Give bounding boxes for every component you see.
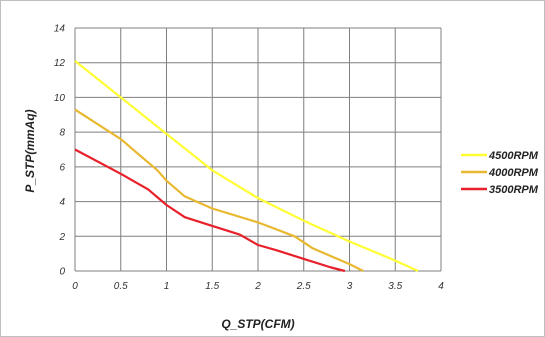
legend-label: 3500RPM (489, 184, 539, 196)
y-tick-label: 0 (59, 267, 65, 278)
grid (74, 27, 442, 272)
y-tick-label: 8 (59, 128, 65, 139)
x-tick-label: 2 (254, 281, 261, 292)
y-tick-label: 12 (54, 58, 66, 69)
series-lines (74, 60, 419, 273)
x-tick-label: 3.5 (388, 281, 402, 292)
x-tick-label: 0.5 (114, 281, 128, 292)
series-line-4500rpm (74, 60, 419, 273)
y-tick-label: 6 (59, 162, 65, 173)
y-tick-labels: 0 2 4 6 8 10 12 14 (54, 24, 66, 278)
y-axis-title: P_STP(mmAq) (23, 109, 37, 192)
y-tick-label: 2 (58, 232, 65, 243)
x-axis-title: Q_STP(CFM) (221, 317, 294, 331)
series-line-4000rpm (74, 108, 364, 272)
series-line-3500rpm (74, 148, 346, 273)
legend-label: 4500RPM (488, 150, 539, 162)
y-tick-label: 10 (54, 93, 66, 104)
x-tick-labels: 0 0.5 1 1.5 2 2.5 3 3.5 4 (72, 281, 444, 292)
x-tick-label: 0 (72, 281, 78, 292)
legend-label: 4000RPM (488, 167, 539, 179)
y-tick-label: 4 (59, 197, 65, 208)
legend: 4500RPM 4000RPM 3500RPM (461, 150, 539, 196)
x-tick-label: 3 (347, 281, 353, 292)
x-tick-label: 4 (438, 281, 444, 292)
x-tick-label: 2.5 (296, 281, 311, 292)
x-tick-label: 1.5 (205, 281, 219, 292)
y-tick-label: 14 (54, 24, 66, 35)
x-tick-label: 1 (164, 281, 170, 292)
